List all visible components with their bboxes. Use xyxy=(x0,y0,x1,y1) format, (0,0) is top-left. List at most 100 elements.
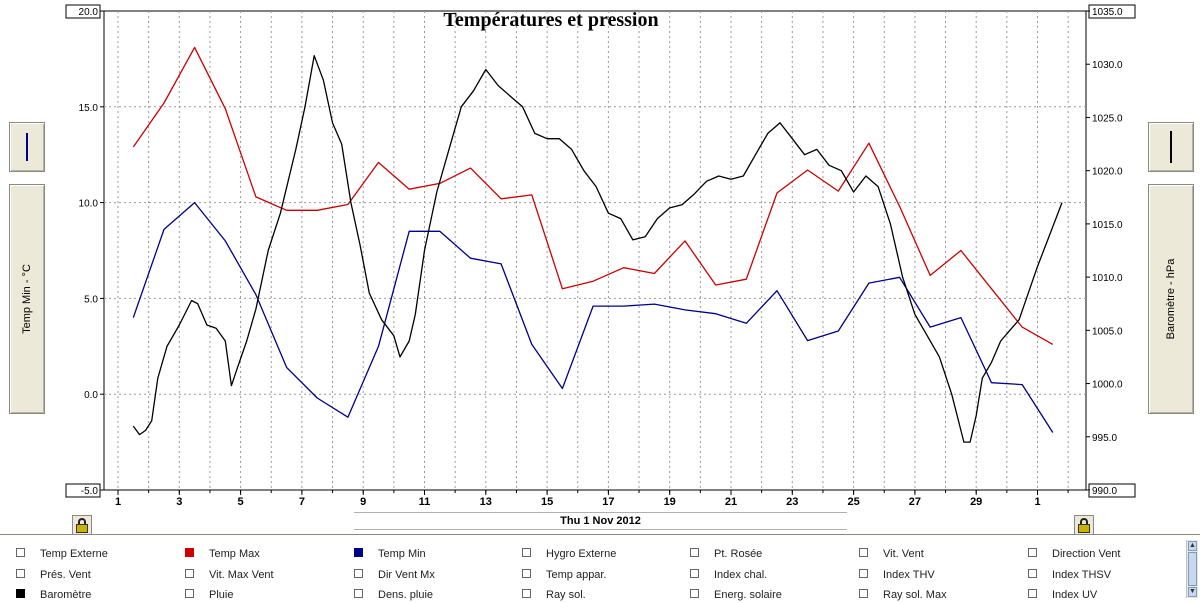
legend-checkbox[interactable] xyxy=(522,569,531,578)
legend-label: Hygro Externe xyxy=(546,548,617,560)
right-tick-label: 1030.0 xyxy=(1092,60,1123,71)
right-axis-button[interactable]: Baromètre - hPa xyxy=(1148,184,1194,414)
x-tick-label: 15 xyxy=(541,496,553,508)
legend-label: Temp appar. xyxy=(546,569,607,581)
legend-label: Energ. solaire xyxy=(714,589,782,601)
legend-label: Pluie xyxy=(209,589,234,601)
right-tick-label: 1025.0 xyxy=(1092,113,1123,124)
legend-checkbox[interactable] xyxy=(690,589,699,598)
legend-checkbox[interactable] xyxy=(16,548,25,557)
legend-checkbox[interactable] xyxy=(185,589,194,598)
right-tick-label: 1015.0 xyxy=(1092,220,1123,231)
left-tick-label: 5.0 xyxy=(84,294,98,305)
lock-shackle xyxy=(78,518,86,525)
lock-icon[interactable] xyxy=(72,515,92,535)
legend-checkbox[interactable] xyxy=(859,548,868,557)
right-tick-label: 995.0 xyxy=(1092,433,1117,444)
lock-body xyxy=(1078,524,1090,533)
x-tick-label: 19 xyxy=(664,496,676,508)
x-tick-label: 29 xyxy=(970,496,982,508)
x-tick-label: 11 xyxy=(419,496,431,508)
x-tick-label: 27 xyxy=(909,496,921,508)
legend-label: Dir Vent Mx xyxy=(378,569,435,581)
scroll-thumb[interactable] xyxy=(1188,552,1197,586)
chart-axes: 1 3 5 7 9 11 13 15 17 19 21 23 25 27 29 120.015.010.05.… xyxy=(65,4,1136,508)
lock-shackle xyxy=(1080,518,1088,525)
legend-label: Index THV xyxy=(883,569,935,581)
legend-checkbox[interactable] xyxy=(522,589,531,598)
legend-checkbox[interactable] xyxy=(690,569,699,578)
legend-label: Pt. Rosée xyxy=(714,548,763,560)
legend-label: Index chal. xyxy=(714,569,768,581)
legend-label: Direction Vent xyxy=(1052,548,1121,560)
right-tick-label: 1005.0 xyxy=(1092,326,1123,337)
left-tick-label: 15.0 xyxy=(79,103,99,114)
legend-checkbox[interactable] xyxy=(690,548,699,557)
legend-label: Ray sol. Max xyxy=(883,589,947,601)
temp-max-line xyxy=(132,46,1054,345)
date-label: Thu 1 Nov 2012 xyxy=(560,515,641,527)
legend-checkbox[interactable] xyxy=(354,548,363,557)
right-indicator-button[interactable] xyxy=(1148,122,1194,172)
legend-checkbox[interactable] xyxy=(16,589,25,598)
legend-checkbox[interactable] xyxy=(1028,589,1037,598)
plot-frame xyxy=(103,10,1087,491)
legend-scrollbar[interactable]: ▲ ▼ xyxy=(1186,540,1198,598)
x-tick-label: 25 xyxy=(847,496,859,508)
lock-icon[interactable] xyxy=(1074,515,1094,535)
left-tick-label: 20.0 xyxy=(79,7,99,18)
chart-series xyxy=(132,46,1063,443)
x-tick-label: 7 xyxy=(299,496,305,508)
scroll-down-icon[interactable]: ▼ xyxy=(1188,587,1197,597)
legend-checkbox[interactable] xyxy=(859,569,868,578)
x-tick-label: 23 xyxy=(786,496,798,508)
legend-checkbox[interactable] xyxy=(185,569,194,578)
temp-min-line-indicator xyxy=(26,133,28,161)
x-tick-label: 3 xyxy=(176,496,182,508)
right-tick-label: 990.0 xyxy=(1092,486,1117,497)
date-scrollbar[interactable]: Thu 1 Nov 2012 xyxy=(354,512,847,530)
legend-checkbox[interactable] xyxy=(522,548,531,557)
legend-label: Temp Min xyxy=(378,548,426,560)
legend-checkbox[interactable] xyxy=(859,589,868,598)
x-tick-label: 1 xyxy=(115,496,121,508)
legend-label: Vit. Max Vent xyxy=(209,569,274,581)
lock-body xyxy=(76,524,88,533)
right-tick-label: 1020.0 xyxy=(1092,167,1123,178)
legend-label: Temp Max xyxy=(209,548,260,560)
left-tick-label: 0.0 xyxy=(84,390,98,401)
chart: 1 3 5 7 9 11 13 15 17 19 21 23 25 27 29 120.015.010.05.… xyxy=(65,4,1136,508)
legend-checkbox[interactable] xyxy=(354,569,363,578)
legend-checkbox[interactable] xyxy=(1028,569,1037,578)
right-tick-label: 1035.0 xyxy=(1092,7,1123,18)
legend-label: Prés. Vent xyxy=(40,569,91,581)
legend-label: Index UV xyxy=(1052,589,1098,601)
left-tick-label: 10.0 xyxy=(79,199,99,210)
legend-label: Index THSV xyxy=(1052,569,1112,581)
x-tick-label: 21 xyxy=(725,496,737,508)
legend-checkbox[interactable] xyxy=(16,569,25,578)
right-axis-label: Baromètre - hPa xyxy=(1165,258,1177,340)
legend-label: Dens. pluie xyxy=(378,589,434,601)
legend-label: Vit. Vent xyxy=(883,548,924,560)
legend-label: Temp Externe xyxy=(40,548,108,560)
x-tick-label: 17 xyxy=(602,496,614,508)
left-axis-button[interactable]: Temp Min - °C xyxy=(9,184,45,414)
temp-min-line xyxy=(132,201,1054,433)
barom-tre-line xyxy=(132,55,1063,443)
right-tick-label: 1010.0 xyxy=(1092,273,1123,284)
legend-label: Baromètre xyxy=(40,589,92,601)
left-axis-label: Temp Min - °C xyxy=(21,264,33,334)
left-tick-label: -5.0 xyxy=(81,486,99,497)
legend-panel: Temp Externe Temp Max Temp Min Hygro Extern… xyxy=(0,534,1200,601)
chart-title: Températures et pression xyxy=(443,9,658,31)
legend-checkbox[interactable] xyxy=(354,589,363,598)
scroll-up-icon[interactable]: ▲ xyxy=(1188,541,1197,551)
barometre-line-indicator xyxy=(1170,131,1172,163)
right-tick-label: 1000.0 xyxy=(1092,380,1123,391)
legend-checkbox[interactable] xyxy=(185,548,194,557)
left-indicator-button[interactable] xyxy=(9,122,45,172)
x-tick-label: 13 xyxy=(480,496,492,508)
x-tick-label: 9 xyxy=(360,496,366,508)
legend-checkbox[interactable] xyxy=(1028,548,1037,557)
